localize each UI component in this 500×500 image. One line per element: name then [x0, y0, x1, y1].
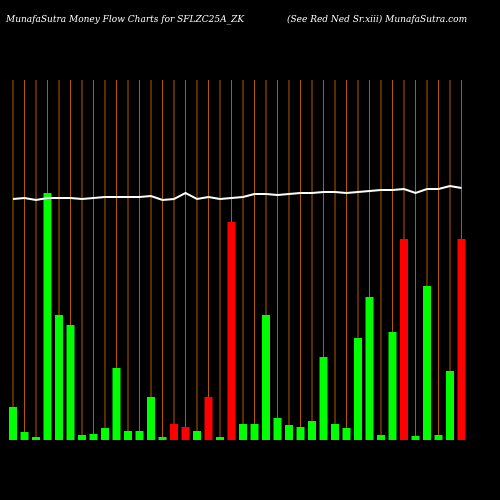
bar	[32, 437, 40, 440]
bar	[101, 428, 109, 440]
bar	[216, 437, 224, 440]
bar	[55, 315, 63, 440]
bar	[124, 431, 132, 440]
bar	[331, 424, 339, 440]
bar	[423, 286, 431, 440]
bar	[227, 222, 236, 440]
bar	[204, 397, 213, 440]
bar	[112, 368, 121, 440]
chart-title: MunafaSutra Money Flow Charts for SFLZC2…	[5, 15, 245, 25]
bar	[20, 432, 29, 440]
bar	[181, 427, 190, 440]
bar	[308, 421, 316, 440]
bar	[239, 424, 247, 440]
bar	[89, 434, 98, 440]
bar	[354, 338, 362, 440]
bar	[78, 435, 86, 440]
money-flow-line	[12, 184, 462, 202]
bar	[457, 239, 466, 440]
bar	[296, 427, 305, 440]
bar	[158, 437, 167, 440]
bar	[388, 332, 397, 440]
bar	[193, 431, 201, 440]
bar	[9, 407, 17, 440]
bar	[262, 315, 270, 440]
bar	[170, 424, 178, 440]
bar	[273, 418, 282, 440]
bar	[446, 371, 454, 440]
bar	[377, 435, 385, 440]
bar	[147, 397, 155, 440]
bar	[43, 193, 52, 440]
bar	[135, 431, 144, 440]
chart-subtitle: (See Red Ned Sr.xiii) MunafaSutra.com	[287, 14, 467, 25]
bar	[411, 436, 420, 440]
bar	[400, 239, 408, 440]
bar	[365, 297, 374, 440]
bar	[342, 428, 351, 440]
bar	[250, 424, 259, 440]
bar	[434, 435, 443, 440]
bar	[66, 325, 75, 440]
bar	[285, 425, 293, 440]
bar	[319, 357, 328, 440]
